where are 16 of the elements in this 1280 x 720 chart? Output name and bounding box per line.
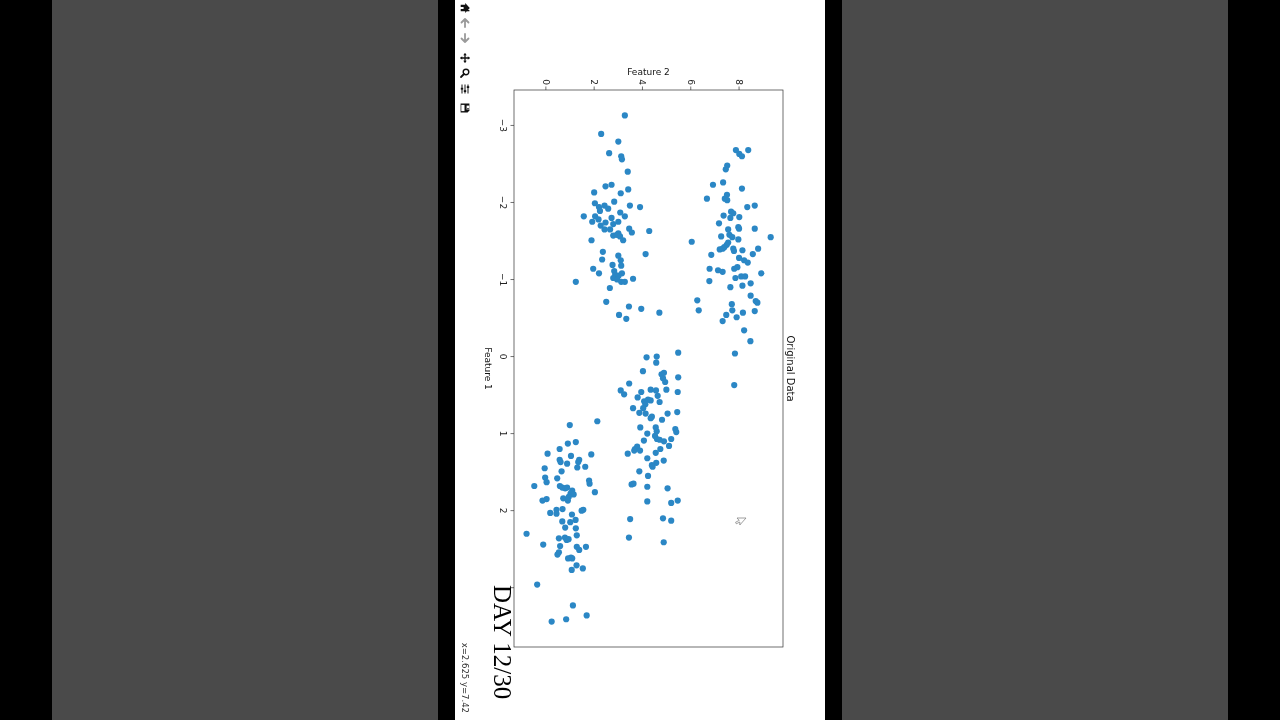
x-tick-label: 6 [685,79,696,86]
y-tick-label: −3 [498,118,508,133]
y-tick-label: 0 [498,353,508,360]
y-tick-label: 2 [498,507,508,514]
text: x=2.625 y=7.42 [460,642,470,713]
text: Original Data [785,335,796,402]
y-axis-title: Feature 1 [483,347,493,390]
x-tick-label: 4 [637,79,648,86]
x-axis-title: Feature 2 [627,67,670,77]
y-tick-label: 1 [498,430,508,437]
y-tick-label: −2 [498,195,508,210]
x-tick-label: 0 [540,79,551,86]
annotation: DAY 12/30 [489,585,516,700]
x-tick-label: 8 [733,79,744,86]
x-tick-label: 2 [589,79,600,85]
y-tick-label: −1 [498,272,508,287]
